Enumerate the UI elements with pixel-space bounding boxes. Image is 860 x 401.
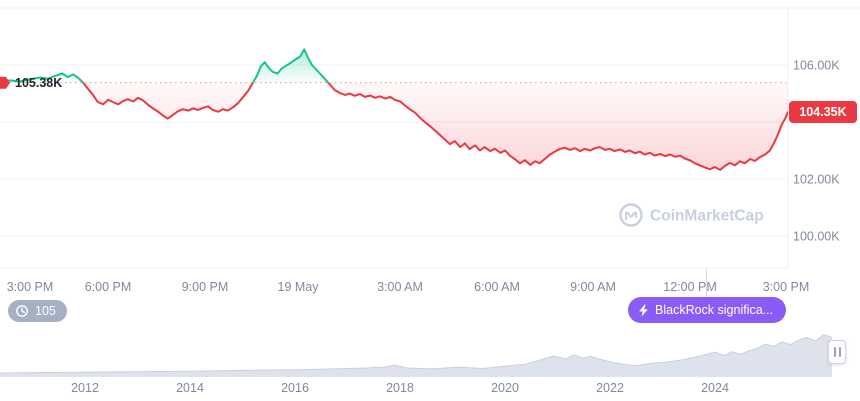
y-axis-labels: 106.00K 102.00K 100.00K [793,59,840,244]
baseline-price-label: 105.38K [15,76,62,90]
x-axis-label: 3:00 AM [377,280,423,294]
update-count-badge[interactable]: 105 [8,300,67,322]
gridlines [0,7,860,237]
current-price-badge: 104.35K [789,101,857,123]
lightning-icon [639,304,648,316]
update-count-label: 105 [35,304,56,318]
year-label: 2016 [281,381,309,395]
news-event-connector [706,269,707,297]
baseline-price-tag: 105.38K [0,76,62,90]
x-axis-label: 9:00 PM [181,280,229,294]
year-label: 2014 [176,381,204,395]
navigator-handle[interactable] [828,340,846,364]
navigator-year-labels: 2012 2014 2016 2018 2020 2022 2024 [0,381,860,397]
current-price-badge-bg [789,101,857,123]
news-event-label: BlackRock significa... [655,303,774,317]
navigator-outline [0,334,832,374]
x-axis-label: 3:00 PM [762,280,810,294]
range-navigator-chart[interactable] [0,331,832,377]
x-axis-label: 6:00 PM [84,280,132,294]
year-label: 2020 [491,381,519,395]
y-axis-label: 106.00K [793,59,840,73]
baseline-marker-icon [0,76,10,89]
handle-grip-bar [833,347,836,357]
news-event-badge[interactable]: BlackRock significa... [628,297,787,323]
y-axis-label: 102.00K [793,173,840,187]
coinmarketcap-logo-m [625,211,637,220]
handle-grip-bar [838,347,841,357]
year-label: 2024 [701,381,729,395]
price-chart[interactable]: 106.00K 102.00K 100.00K CoinMarketCap 105.… [0,0,860,270]
watermark-text: CoinMarketCap [650,208,764,225]
y-axis-label: 100.00K [793,230,840,244]
current-price-label: 104.35K [799,105,846,119]
history-clock-icon [16,305,28,317]
watermark: CoinMarketCap [619,203,764,227]
price-line-down-segment [0,82,788,171]
x-axis-labels: 3:00 PM 6:00 PM 9:00 PM 19 May 3:00 AM 6:00 A… [0,280,860,296]
area-fill-below-baseline [0,82,788,170]
x-axis-label: 19 May [277,280,319,294]
year-label: 2018 [386,381,414,395]
year-label: 2022 [596,381,624,395]
x-axis-label: 9:00 AM [570,280,616,294]
x-axis-label: 6:00 AM [474,280,520,294]
year-label: 2012 [71,381,99,395]
coinmarketcap-logo-icon [619,203,643,227]
x-axis-label: 3:00 PM [6,280,54,294]
x-axis-label: 12:00 PM [663,280,717,294]
navigator-area [0,334,832,377]
